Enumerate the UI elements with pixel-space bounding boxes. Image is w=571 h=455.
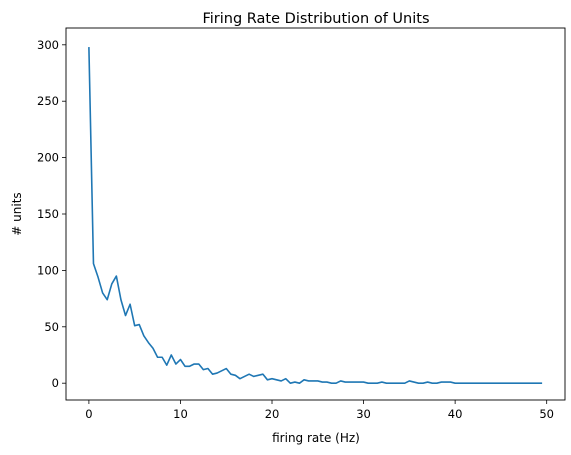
y-axis-label: # units [10,192,24,235]
axes-frame [65,27,566,401]
x-tick-label: 50 [539,407,554,421]
y-tick-label: 150 [37,207,59,221]
x-axis-label: firing rate (Hz) [272,431,360,445]
y-tick-label: 50 [44,320,59,334]
x-tick-label: 30 [356,407,371,421]
plot-area [88,47,543,384]
y-tick-label: 300 [37,38,59,52]
y-tick-label: 200 [37,151,59,165]
x-tick-label: 40 [448,407,463,421]
y-tick-label: 100 [37,263,59,277]
x-tick-label: 10 [173,407,188,421]
chart-title: Firing Rate Distribution of Units [202,11,429,27]
y-tick-label: 0 [52,376,59,390]
y-tick-label: 250 [37,94,59,108]
series-line [88,47,543,384]
x-tick-label: 0 [85,407,92,421]
x-tick-label: 20 [265,407,280,421]
